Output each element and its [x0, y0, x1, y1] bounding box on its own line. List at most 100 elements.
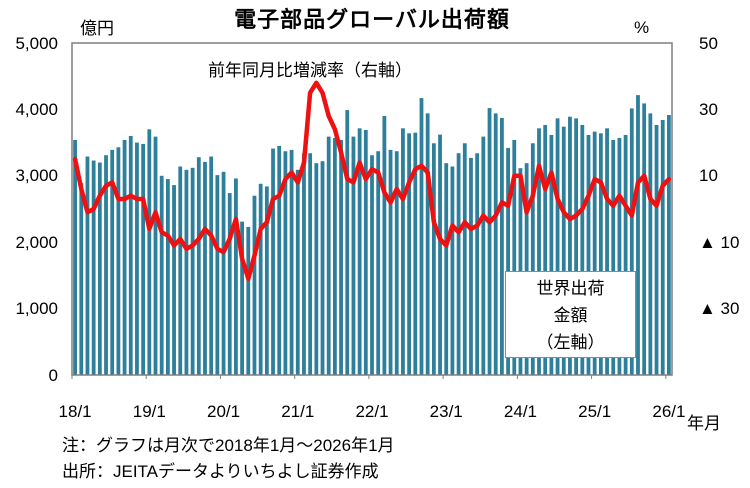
bar [561, 126, 566, 375]
left-axis-unit-label: 億円 [80, 19, 114, 38]
right-axis-tick-label: 50 [699, 33, 718, 53]
bar [289, 149, 294, 375]
x-axis-tick-label: 18/1 [58, 402, 92, 421]
bar [388, 149, 393, 375]
bar [654, 125, 659, 375]
bar [444, 163, 449, 375]
bar [450, 166, 455, 375]
bar [196, 157, 201, 375]
bar [209, 156, 214, 375]
bar [147, 129, 152, 375]
left-axis-tick-label: 5,000 [15, 33, 58, 53]
bar-series-world-shipment [73, 95, 671, 376]
plot-frame [71, 42, 673, 376]
bar [141, 143, 146, 375]
bar [413, 132, 418, 375]
bar [586, 134, 591, 375]
bar [97, 162, 102, 375]
line-series-annotation: 前年同月比増減率（右軸） [208, 61, 412, 80]
bar [73, 139, 77, 375]
note-source-period: 注：グラフは月次で2018年1月～2026年1月 [62, 436, 395, 455]
bar [407, 133, 412, 375]
bar [302, 153, 306, 375]
line-series-yoy-change [72, 80, 672, 281]
bar [512, 139, 517, 375]
bar [326, 136, 331, 375]
left-axis-tick-label: 2,000 [15, 232, 58, 252]
bar [524, 163, 529, 375]
bar [190, 167, 195, 375]
bar [667, 115, 671, 375]
bar [246, 226, 251, 375]
bar [271, 148, 275, 375]
bar [79, 183, 84, 375]
x-axis-tick-label: 25/1 [578, 402, 612, 421]
x-axis-unit-label: 年月 [687, 414, 721, 433]
bar [122, 139, 127, 375]
bar [394, 151, 399, 375]
bar [165, 179, 170, 375]
bar [623, 134, 628, 375]
bar-annotation-line1: 世界出荷 [536, 279, 605, 298]
bar-series-annotation-box: 世界出荷 金額 （左軸） [505, 271, 636, 358]
bar [153, 136, 158, 375]
bar [345, 110, 350, 375]
right-axis-unit-label: % [634, 18, 650, 37]
bar [574, 118, 579, 376]
bar [376, 151, 381, 375]
bar [370, 155, 374, 375]
bar [215, 175, 220, 375]
chart-title: 電子部品グローバル出荷額 [234, 7, 510, 32]
bar [617, 137, 622, 375]
bar [506, 147, 510, 375]
left-axis-tick-label: 1,000 [15, 299, 58, 319]
bar [363, 129, 368, 375]
bar [537, 128, 541, 375]
bar [481, 136, 486, 375]
bar [234, 178, 238, 375]
x-axis-tick-label: 26/1 [652, 402, 686, 421]
bar-annotation-line2: 金額 [553, 306, 588, 325]
bar [277, 145, 282, 375]
bar [320, 161, 325, 375]
bar [598, 133, 603, 375]
bar [91, 160, 96, 375]
bar [611, 139, 616, 375]
right-axis-tick-label: 30 [699, 99, 718, 119]
bar [549, 134, 554, 375]
bar [438, 134, 442, 375]
bar [493, 113, 498, 375]
bar [357, 128, 362, 375]
x-axis-tick-label: 21/1 [281, 402, 315, 421]
x-axis-tick-marks [71, 375, 667, 379]
bar [629, 108, 634, 376]
x-axis-tick-label: 24/1 [503, 402, 537, 421]
bar [636, 95, 640, 376]
bar [339, 139, 343, 375]
bar [660, 120, 665, 376]
bar [469, 157, 473, 375]
bar [500, 118, 504, 375]
bar [332, 137, 337, 375]
left-axis-tick-label: 4,000 [15, 99, 58, 119]
bar [555, 118, 560, 376]
x-axis-tick-label: 19/1 [132, 402, 166, 421]
bar [240, 221, 244, 375]
bar [456, 153, 461, 375]
bar [568, 116, 572, 375]
bar [178, 166, 183, 375]
x-axis-tick-label: 22/1 [355, 402, 389, 421]
left-axis-tick-label: 3,000 [15, 166, 58, 186]
bar [475, 153, 480, 375]
bar [543, 125, 548, 375]
right-axis-tick-label: 10 [699, 166, 718, 186]
bar [184, 169, 189, 375]
x-axis-tick-label: 23/1 [429, 402, 463, 421]
right-axis-tick-label: ▲ 30 [699, 299, 740, 319]
bar [530, 143, 535, 375]
note-source-credit: 出所：JEITAデータよりいちよし証券作成 [62, 462, 379, 481]
bar [135, 142, 139, 375]
left-axis-tick-label: 0 [48, 365, 58, 385]
